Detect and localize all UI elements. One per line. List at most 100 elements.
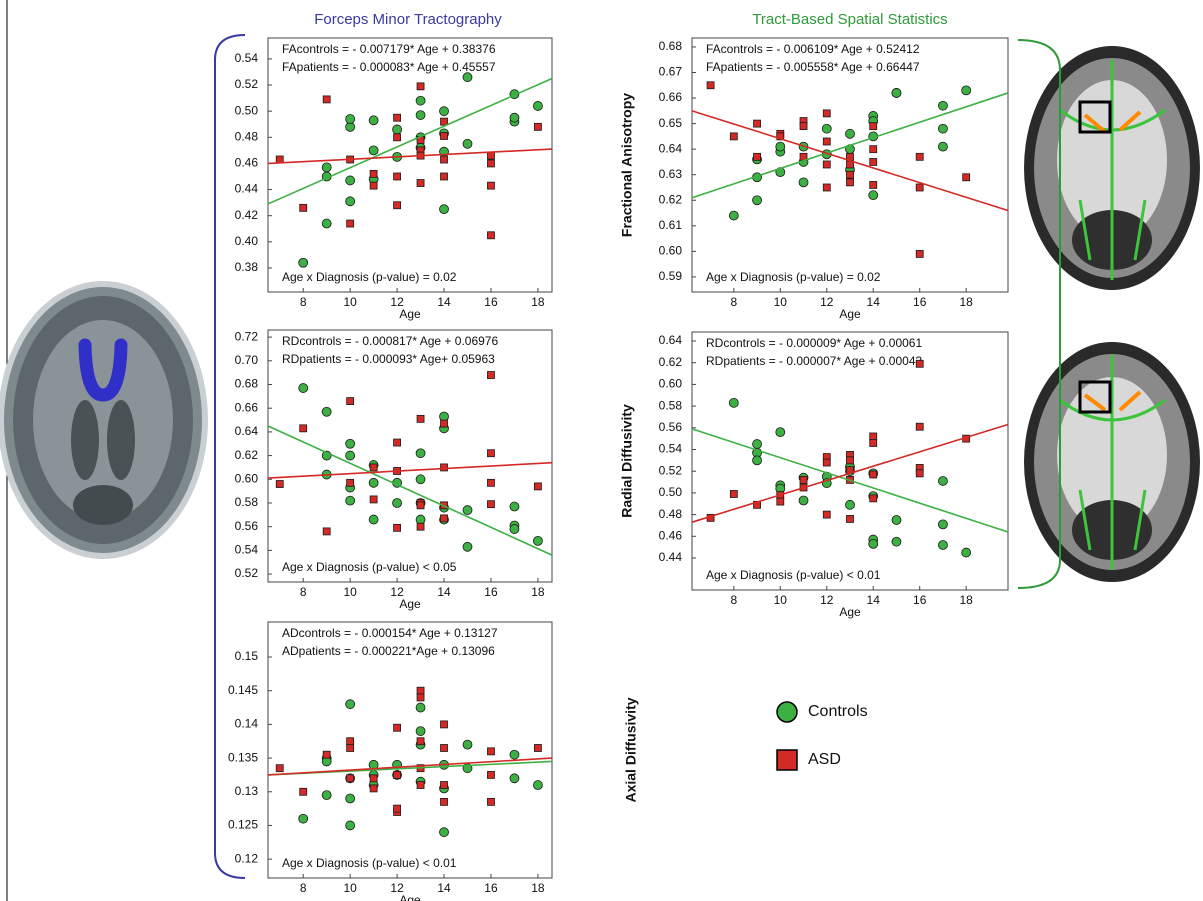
x-tick-label: 18 <box>531 585 545 599</box>
y-axis-label: Axial Diffusivity <box>623 697 639 802</box>
point <box>416 82 425 91</box>
point <box>728 210 739 221</box>
annotation: FAcontrols = - 0.007179* Age + 0.38376 <box>282 42 496 56</box>
point <box>846 178 854 187</box>
point <box>821 123 832 134</box>
y-tick-label: 0.52 <box>659 463 683 477</box>
annotation: Age x Diagnosis (p-value) < 0.05 <box>282 560 457 574</box>
annotation: FApatients = - 0.000083* Age + 0.45557 <box>282 60 496 74</box>
x-tick-label: 18 <box>959 295 973 309</box>
point <box>346 219 355 228</box>
y-tick-label: 0.64 <box>659 333 683 347</box>
x-tick-label: 8 <box>730 593 737 607</box>
y-tick-label: 0.58 <box>659 398 683 412</box>
x-axis-label: Age <box>399 307 421 321</box>
point <box>440 514 448 523</box>
annotation: RDpatients = - 0.000007* Age + 0.00043 <box>706 354 922 368</box>
point <box>369 774 378 783</box>
x-tick-label: 14 <box>867 593 881 607</box>
y-axis-label: Fractional Anisotropy <box>619 93 635 237</box>
point <box>487 371 495 379</box>
point <box>440 744 448 752</box>
point <box>299 424 308 433</box>
point <box>869 494 878 503</box>
point <box>321 162 332 173</box>
point <box>534 122 542 131</box>
point <box>322 527 331 536</box>
point <box>487 181 495 190</box>
point <box>798 495 809 506</box>
point <box>440 720 448 729</box>
point <box>869 181 878 189</box>
point <box>753 119 761 128</box>
point <box>298 383 309 393</box>
point <box>393 438 401 447</box>
y-tick-label: 0.44 <box>235 182 259 196</box>
point <box>369 463 378 472</box>
point <box>509 773 520 784</box>
point <box>534 744 542 752</box>
point <box>845 128 855 139</box>
point <box>392 124 402 135</box>
point <box>729 132 738 141</box>
x-tick-label: 14 <box>867 295 881 309</box>
point <box>321 406 332 417</box>
point <box>938 141 948 152</box>
point <box>440 117 448 126</box>
point <box>776 497 785 506</box>
annotation: FAcontrols = - 0.006109* Age + 0.52412 <box>706 42 920 56</box>
x-tick-label: 18 <box>531 881 545 895</box>
left-bracket <box>214 34 246 879</box>
point <box>321 218 332 229</box>
y-axis-label: Radial Diffusivity <box>619 404 635 518</box>
x-tick-label: 12 <box>390 585 404 599</box>
point <box>845 499 855 510</box>
point <box>869 145 878 154</box>
point <box>938 476 948 486</box>
x-tick-label: 18 <box>531 295 545 309</box>
y-tick-label: 0.64 <box>659 141 683 155</box>
y-tick-label: 0.54 <box>659 442 683 456</box>
point <box>868 190 879 201</box>
point <box>869 432 878 441</box>
point <box>846 456 854 465</box>
point <box>775 141 786 152</box>
point <box>462 138 473 149</box>
y-tick-label: 0.15 <box>235 649 259 663</box>
point <box>462 72 473 83</box>
point <box>706 81 715 90</box>
y-tick-label: 0.125 <box>228 818 258 832</box>
point <box>416 781 425 789</box>
point <box>961 85 972 96</box>
y-tick-label: 0.72 <box>235 329 259 343</box>
point <box>822 160 831 169</box>
x-tick-label: 14 <box>437 585 451 599</box>
point <box>322 95 331 104</box>
x-tick-label: 12 <box>820 295 834 309</box>
x-tick-label: 8 <box>300 585 307 599</box>
point <box>753 152 761 161</box>
point <box>891 536 902 547</box>
point <box>509 501 520 512</box>
y-tick-label: 0.12 <box>235 851 259 865</box>
x-tick-label: 18 <box>959 593 973 607</box>
point <box>798 177 809 188</box>
y-tick-label: 0.61 <box>659 218 683 232</box>
y-tick-label: 0.65 <box>659 116 683 130</box>
point <box>487 771 495 779</box>
x-tick-label: 16 <box>913 295 927 309</box>
point <box>799 122 808 131</box>
point <box>299 203 308 212</box>
point <box>439 204 449 215</box>
point <box>961 547 972 558</box>
point <box>415 448 426 459</box>
point <box>369 181 378 190</box>
point <box>368 145 379 156</box>
point <box>415 474 426 485</box>
y-tick-label: 0.66 <box>235 400 259 414</box>
annotation: RDpatients = - 0.000093* Age+ 0.05963 <box>282 352 495 366</box>
y-tick-label: 0.58 <box>235 495 259 509</box>
point <box>728 397 739 408</box>
point <box>846 170 854 179</box>
